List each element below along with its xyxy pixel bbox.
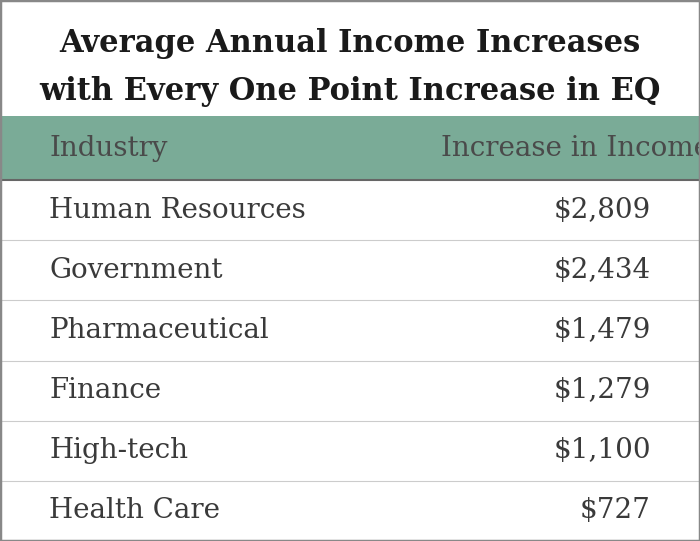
Bar bbox=[0, 481, 700, 541]
Text: $1,279: $1,279 bbox=[554, 377, 651, 404]
Text: Health Care: Health Care bbox=[49, 497, 220, 524]
Text: $1,479: $1,479 bbox=[554, 317, 651, 344]
Text: Industry: Industry bbox=[49, 135, 167, 162]
Text: Average Annual Income Increases: Average Annual Income Increases bbox=[60, 28, 640, 58]
Text: $2,434: $2,434 bbox=[554, 257, 651, 284]
Bar bbox=[0, 240, 700, 300]
Text: Government: Government bbox=[49, 257, 223, 284]
Text: $1,100: $1,100 bbox=[554, 437, 651, 464]
Text: $2,809: $2,809 bbox=[554, 197, 651, 224]
Text: Human Resources: Human Resources bbox=[49, 197, 306, 224]
Text: Finance: Finance bbox=[49, 377, 161, 404]
Bar bbox=[0, 0, 700, 116]
Text: High-tech: High-tech bbox=[49, 437, 188, 464]
Bar bbox=[0, 180, 700, 240]
Text: Increase in Income: Increase in Income bbox=[441, 135, 700, 162]
Text: with Every One Point Increase in EQ: with Every One Point Increase in EQ bbox=[39, 76, 661, 107]
Text: $727: $727 bbox=[580, 497, 651, 524]
Bar bbox=[0, 361, 700, 421]
Bar bbox=[0, 300, 700, 360]
Bar bbox=[0, 421, 700, 481]
Text: Pharmaceutical: Pharmaceutical bbox=[49, 317, 269, 344]
Bar bbox=[0, 116, 700, 180]
